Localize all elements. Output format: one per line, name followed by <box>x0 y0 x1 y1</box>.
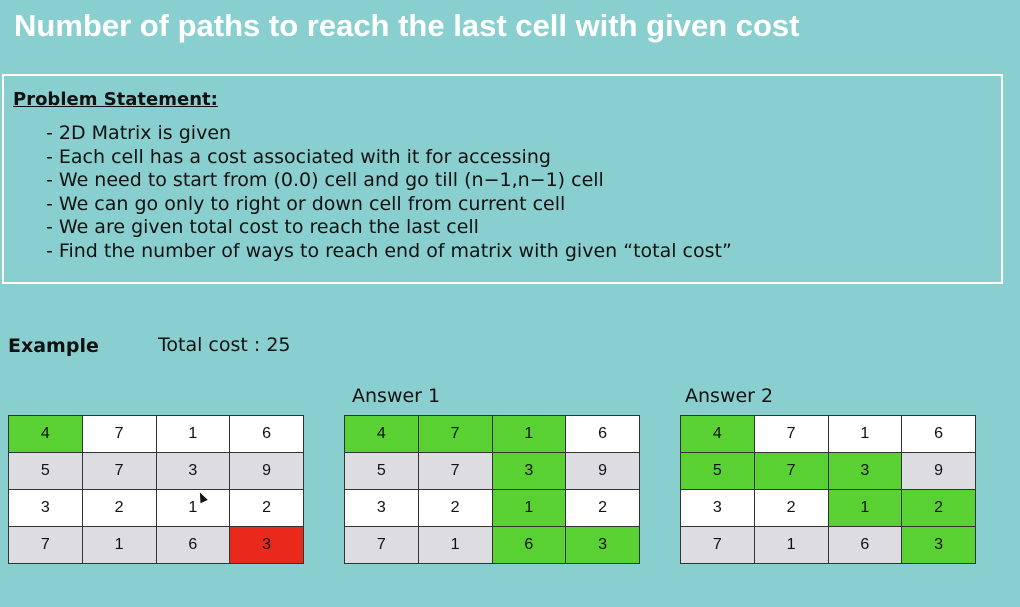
example-label: Example <box>8 335 99 357</box>
matrix-cell-3-2: 6 <box>492 527 567 564</box>
matrix-cell-1-3: 9 <box>902 453 976 490</box>
problem-item: - Each cell has a cost associated with i… <box>46 145 551 168</box>
matrix-cell-2-2: 1 <box>828 490 903 527</box>
matrix-cell-0-3: 6 <box>902 416 976 453</box>
matrix-cell-2-1: 2 <box>82 490 157 527</box>
matrix-cell-2-3: 2 <box>230 490 304 527</box>
matrix-cell-3-0: 7 <box>681 527 755 564</box>
problem-item: - We are given total cost to reach the l… <box>46 216 479 239</box>
matrix-cell-3-0: 7 <box>345 527 419 564</box>
matrix-cell-1-2: 3 <box>492 453 567 490</box>
matrix-cell-3-3: 3 <box>566 527 640 564</box>
matrix-cell-2-2: 1 <box>492 490 567 527</box>
problem-statement-box: Problem Statement: - 2D Matrix is given … <box>2 74 1003 284</box>
matrix-cell-1-2: 3 <box>828 453 903 490</box>
matrix-cell-3-2: 6 <box>828 527 903 564</box>
matrix-cell-2-3: 2 <box>566 490 640 527</box>
total-cost-label: Total cost : 25 <box>158 334 291 356</box>
matrix-cell-3-3: 3 <box>230 527 304 564</box>
matrix-cell-2-1: 2 <box>418 490 493 527</box>
matrix-cell-3-3: 3 <box>902 527 976 564</box>
matrix-cell-1-3: 9 <box>230 453 304 490</box>
problem-item: - Find the number of ways to reach end o… <box>46 239 732 262</box>
problem-item: - 2D Matrix is given <box>46 122 232 144</box>
matrix-cell-0-0: 4 <box>9 416 83 453</box>
matrix-cell-3-0: 7 <box>9 527 83 564</box>
matrix-cell-0-0: 4 <box>681 416 755 453</box>
matrix-cell-0-1: 7 <box>418 416 493 453</box>
matrix-cell-2-0: 3 <box>345 490 419 527</box>
matrix-cell-1-2: 3 <box>156 453 231 490</box>
matrix-cell-0-3: 6 <box>230 416 304 453</box>
matrix-cell-3-1: 1 <box>418 527 493 564</box>
matrix-cell-1-0: 5 <box>681 453 755 490</box>
matrix-cell-2-1: 2 <box>754 490 829 527</box>
matrix-cell-3-2: 6 <box>156 527 231 564</box>
answer-2-label: Answer 2 <box>685 385 774 407</box>
page-title: Number of paths to reach the last cell w… <box>14 8 800 43</box>
matrix-cell-1-3: 9 <box>566 453 640 490</box>
matrix-cell-3-1: 1 <box>82 527 157 564</box>
matrix-cell-2-0: 3 <box>681 490 755 527</box>
matrix-cell-0-2: 1 <box>828 416 903 453</box>
matrix-cell-0-2: 1 <box>156 416 231 453</box>
matrix-cell-0-1: 7 <box>82 416 157 453</box>
problem-item: - We can go only to right or down cell f… <box>46 192 566 215</box>
matrix-cell-1-1: 7 <box>418 453 493 490</box>
matrix-cell-1-1: 7 <box>82 453 157 490</box>
matrix-cell-1-0: 5 <box>345 453 419 490</box>
problem-statement-list: - 2D Matrix is given - Each cell has a c… <box>46 122 732 264</box>
matrix-cell-2-0: 3 <box>9 490 83 527</box>
problem-item: - We need to start from (0.0) cell and g… <box>46 169 604 192</box>
matrix-cell-0-2: 1 <box>492 416 567 453</box>
matrix-cell-1-0: 5 <box>9 453 83 490</box>
problem-statement-heading: Problem Statement: <box>13 89 218 110</box>
matrix-cell-0-3: 6 <box>566 416 640 453</box>
matrix-cell-1-1: 7 <box>754 453 829 490</box>
matrix-cell-2-2: 1 <box>156 490 231 527</box>
matrix-cell-3-1: 1 <box>754 527 829 564</box>
matrix-cell-2-3: 2 <box>902 490 976 527</box>
answer-1-label: Answer 1 <box>352 385 441 407</box>
matrix-cell-0-1: 7 <box>754 416 829 453</box>
matrix-cell-0-0: 4 <box>345 416 419 453</box>
